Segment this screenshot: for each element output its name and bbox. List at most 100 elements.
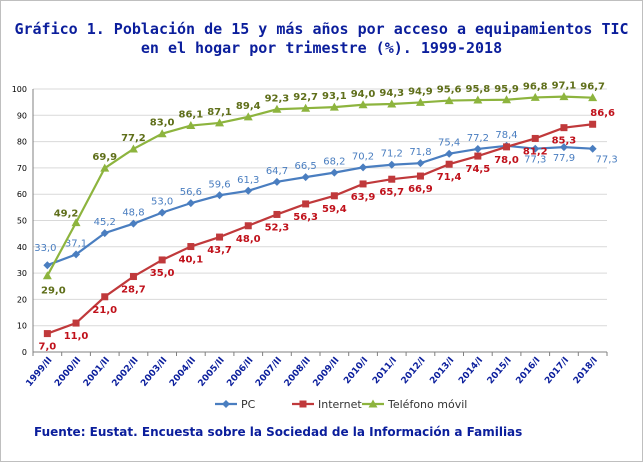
data-label: 95,9 [494,84,519,95]
data-point [358,100,368,109]
x-tick-label: 2011/I [371,356,399,387]
data-point [416,172,424,180]
data-point [43,330,51,338]
y-tick-label: 70 [17,164,27,173]
data-label: 7,0 [38,342,56,353]
data-point [129,219,138,228]
data-label: 77,3 [524,155,546,166]
data-point [387,99,397,108]
data-point [473,95,483,104]
y-tick-label: 0 [22,348,27,357]
data-label: 97,1 [552,81,577,92]
data-label: 56,3 [293,212,318,223]
data-label: 70,2 [352,151,374,162]
series-internet: 7,0 11,0 21,0 28,7 35,0 40,143,7 48,0 52,356,3 5… [38,108,615,352]
data-label: 65,7 [379,187,404,198]
legend-label: PC [241,398,256,411]
data-point [559,143,568,152]
data-label: 66,5 [295,161,317,172]
data-label: 35,0 [150,268,175,279]
data-point [128,144,138,153]
chart-title-line-2: en el hogar por trimestre (%). 1999-2018 [140,39,503,57]
x-tick-label: 2018/I [572,356,600,387]
data-label: 48,0 [236,234,261,245]
legend-marker [222,400,230,408]
data-label: 68,2 [323,157,345,168]
data-label: 52,3 [265,222,290,233]
data-label: 71,8 [409,147,431,158]
data-label: 71,4 [437,172,462,183]
data-label: 78,0 [494,155,519,166]
data-label: 96,8 [523,81,548,92]
x-tick-label: 2012/I [400,356,428,387]
data-point [503,143,511,151]
data-label: 43,7 [207,245,232,256]
legend-label: Teléfono móvil [387,398,467,411]
x-tick-label: 2009/II [311,356,341,389]
data-label: 77,2 [121,133,146,144]
data-label: 56,6 [180,187,202,198]
data-point [42,271,52,280]
data-point [560,124,568,132]
data-point [272,177,281,186]
x-tick-label: 2005/II [197,356,227,389]
series-line [46,95,593,277]
data-label: 59,4 [322,204,347,215]
data-point [157,129,167,138]
y-tick-label: 80 [17,138,27,147]
legend-item: Teléfono móvil [362,398,467,411]
data-point [72,319,80,327]
data-point [244,222,252,230]
data-label: 11,0 [64,331,89,342]
x-tick-label: 2017/I [543,356,571,387]
data-point [186,199,195,208]
data-point [272,104,282,113]
y-tick-label: 50 [17,217,27,226]
x-tick-label: 2001/II [82,356,112,389]
series-line [46,123,593,335]
data-label: 86,6 [590,108,615,119]
data-label: 48,8 [122,208,144,219]
data-point [445,160,453,168]
data-point [589,120,597,128]
legend-marker [299,400,307,408]
data-point [101,293,109,301]
data-label: 94,9 [408,86,433,97]
y-tick-label: 40 [17,243,27,252]
data-point [559,92,569,101]
data-label: 77,9 [553,153,575,164]
x-tick-label: 2016/I [515,356,543,387]
data-point [445,149,454,158]
data-point [100,163,110,172]
data-label: 77,3 [596,155,618,166]
data-label: 94,0 [351,89,376,100]
y-tick-label: 10 [17,322,27,331]
x-tick-label: 1999/II [24,356,54,389]
y-tick-label: 60 [17,190,27,199]
x-tick-label: 2007/II [254,356,284,389]
x-tick-label: 2015/I [486,356,514,387]
data-label: 78,4 [495,130,517,141]
data-label: 59,6 [208,179,230,190]
data-point [330,168,339,177]
y-tick-label: 20 [17,295,27,304]
data-point [359,180,367,188]
data-point [588,144,597,153]
data-label: 77,2 [467,133,489,144]
x-tick-label: 2014/I [457,356,485,387]
data-label: 45,2 [94,217,116,228]
data-label: 83,0 [150,118,175,129]
data-label: 66,9 [408,184,433,195]
series-line [46,144,593,267]
data-point [301,173,310,182]
data-label: 95,8 [466,84,491,95]
data-label: 93,1 [322,91,347,102]
chart-title-line-1: Gráfico 1. Población de 15 y más años po… [14,20,629,38]
data-point [474,152,482,160]
data-point [301,103,311,112]
data-point [387,160,396,169]
y-tick-label: 90 [17,111,27,120]
data-label: 28,7 [121,285,146,296]
data-point [531,134,539,142]
